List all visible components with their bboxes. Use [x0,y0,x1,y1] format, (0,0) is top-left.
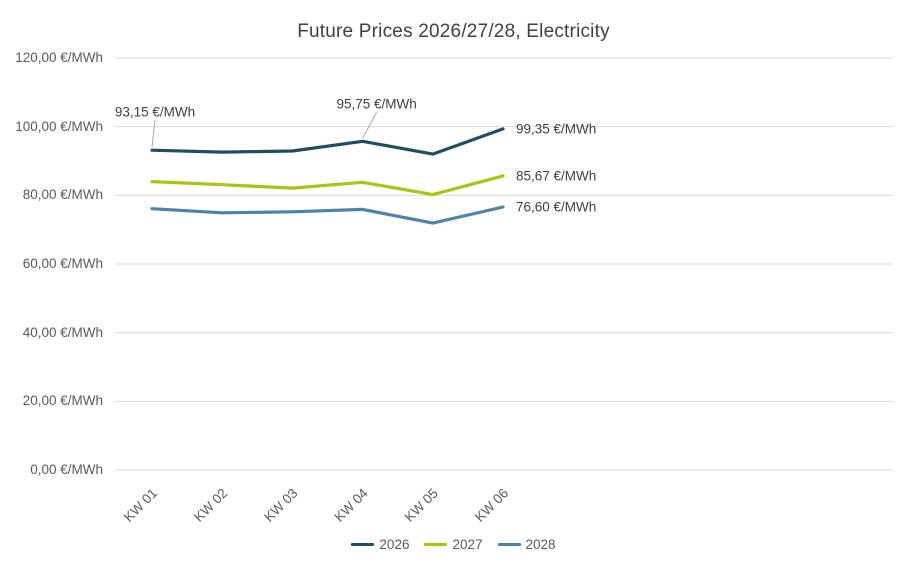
series-end-label: 76,60 €/MWh [516,199,597,215]
series-line-2027 [150,174,505,197]
legend: 2026 2027 2028 [0,537,907,552]
legend-item-2027: 2027 [424,537,483,552]
series-line-2028 [150,205,505,225]
x-axis-label: KW 01 [121,486,160,525]
x-axis-label: KW 04 [331,485,371,525]
x-axis-label: KW 05 [402,486,441,525]
data-point-annotation: 95,75 €/MWh [336,96,417,112]
data-point-annotation: 93,15 €/MWh [114,104,196,120]
annotation-leader-line [362,112,378,139]
legend-line-swatch [424,543,448,546]
y-axis-label: 120,00 €/MWh [15,49,103,65]
y-axis-label: 100,00 €/MWh [15,118,103,134]
legend-label: 2028 [525,537,556,552]
x-axis-label: KW 03 [261,486,300,525]
y-axis-label: 80,00 €/MWh [22,187,103,203]
legend-label: 2027 [452,537,483,552]
series-end-label: 85,67 €/MWh [516,168,597,184]
legend-label: 2026 [379,537,410,552]
y-axis-label: 60,00 €/MWh [22,255,103,271]
y-axis-label: 0,00 €/MWh [30,461,103,477]
x-axis-label: KW 02 [191,486,230,525]
y-axis-label: 20,00 €/MWh [22,393,103,409]
series-end-label: 99,35 €/MWh [516,121,597,137]
legend-line-swatch [497,543,521,546]
legend-item-2026: 2026 [351,537,409,552]
annotation-leader-line [151,120,156,148]
legend-line-swatch [351,543,375,546]
series-line-2026 [150,127,505,156]
legend-item-2028: 2028 [497,537,556,552]
y-axis-label: 40,00 €/MWh [22,324,103,340]
x-axis-label: KW 06 [472,486,511,525]
chart-title: Future Prices 2026/27/28, Electricity [297,21,610,42]
